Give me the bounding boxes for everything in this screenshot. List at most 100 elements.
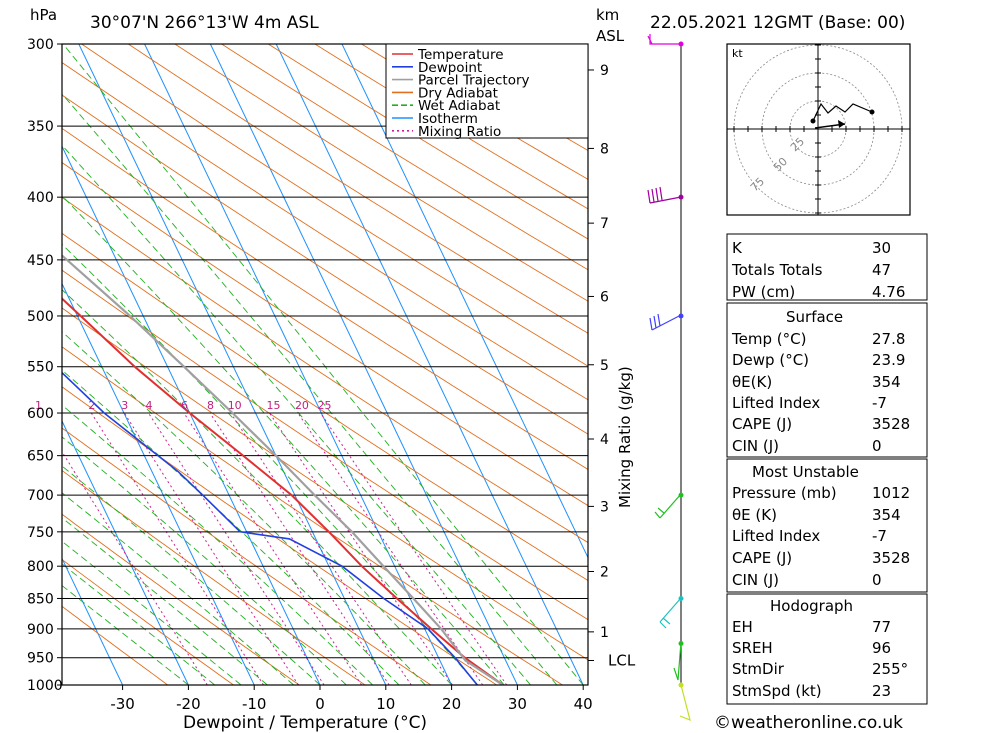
unstable-cin-value: 0 [872, 571, 882, 589]
temp-tick-label: 20 [442, 695, 461, 713]
mixing-ratio-label: 1 [35, 399, 42, 412]
unstable-cape-value: 3528 [872, 549, 910, 567]
surface-temp-label: Temp (°C) [731, 330, 806, 348]
wet-adiabat-line [62, 289, 452, 685]
unstable-thetae-value: 354 [872, 506, 901, 524]
mixing-ratio-label: 6 [181, 399, 188, 412]
unstable-cin-label: CIN (J) [732, 571, 779, 589]
dry-adiabat-line [62, 469, 366, 685]
pw-value: 4.76 [872, 283, 905, 301]
unstable-li-value: -7 [872, 527, 887, 545]
temp-tick-label: 40 [574, 695, 593, 713]
pressure-tick-label: 750 [27, 525, 54, 541]
hpa-label: hPa [30, 6, 57, 24]
pressure-tick-label: 650 [27, 449, 54, 465]
k-value: 30 [872, 239, 891, 257]
dry-adiabat-line [62, 513, 300, 685]
indices-table: K 30 Totals Totals 47 PW (cm) 4.76 [726, 233, 928, 301]
dry-adiabat-line [62, 605, 168, 685]
dry-adiabat-line [62, 196, 588, 544]
series-temperature [62, 297, 504, 685]
km-tick-label: 1 [600, 625, 609, 641]
wet-adiabat-line [62, 404, 373, 685]
mixing-ratio-label: 15 [267, 399, 281, 412]
x-axis-label: Dewpoint / Temperature (°C) [183, 713, 427, 733]
legend-label: Dry Adiabat [418, 85, 498, 101]
temp-tick-label: 30 [508, 695, 527, 713]
mixing-ratio-line [148, 412, 325, 685]
km-tick-label: 3 [600, 499, 609, 515]
km-tick-label: 2 [600, 564, 609, 580]
km-tick-label: 6 [600, 289, 609, 305]
legend-label: Temperature [417, 47, 504, 63]
mixing-ratio-axis-label: Mixing Ratio (g/kg) [616, 366, 634, 508]
legend-label: Isotherm [418, 111, 478, 127]
wet-adiabat-line [62, 369, 400, 685]
hodograph-point [869, 109, 875, 115]
isotherm-line [275, 44, 584, 685]
isotherm-line [341, 44, 588, 559]
temp-tick-label: -10 [242, 695, 267, 713]
pressure-tick-label: 450 [27, 253, 54, 269]
asl-label: ASL [596, 27, 625, 45]
surface-table: Surface Temp (°C) 27.8 Dewp (°C) 23.9 θE… [726, 302, 928, 458]
wet-adiabat-line [62, 465, 321, 685]
mixing-ratio-line [62, 450, 208, 685]
tt-value: 47 [872, 261, 891, 279]
unstable-pres-label: Pressure (mb) [732, 484, 837, 502]
legend-label: Dewpoint [418, 60, 482, 76]
hodo-eh-label: EH [732, 618, 753, 636]
mixing-ratio-line [320, 412, 508, 685]
pressure-tick-label: 800 [27, 559, 54, 575]
pressure-tick-label: 400 [27, 190, 54, 206]
pressure-tick-label: 950 [27, 651, 54, 667]
dry-adiabat-line [62, 62, 588, 401]
hodograph-point [810, 118, 816, 124]
sounding-lines [62, 254, 504, 685]
wet-adiabat-line [62, 243, 479, 685]
mixing-ratio-label: 2 [88, 399, 95, 412]
wet-adiabat-line [62, 492, 294, 685]
hodo-sreh-value: 96 [872, 639, 891, 657]
surface-dewp-value: 23.9 [872, 351, 905, 369]
series-parcel-trajectory [62, 254, 504, 685]
pressure-tick-label: 700 [27, 488, 54, 504]
mixing-ratio-label: 8 [207, 399, 214, 412]
hodograph-table: Hodograph EH 77 SREH 96 StmDir 255° StmS… [726, 593, 928, 705]
wind-barb [647, 186, 682, 204]
km-tick-label: 8 [600, 141, 609, 157]
mixing-ratio-label: 3 [121, 399, 128, 412]
most-unstable-table: Most Unstable Pressure (mb) 1012 θE (K) … [726, 458, 928, 593]
wet-adiabat-line [62, 44, 584, 685]
surface-dewp-label: Dewp (°C) [732, 351, 809, 369]
isotherm-line [78, 44, 387, 685]
km-label: km [596, 6, 619, 24]
mixing-ratio-label: 10 [228, 399, 242, 412]
pressure-tick-label: 350 [27, 119, 54, 135]
dry-adiabat-line [62, 346, 563, 685]
k-label: K [732, 239, 743, 257]
mixing-ratio-line [209, 412, 390, 685]
wind-barbs [647, 34, 691, 721]
unstable-cape-label: CAPE (J) [732, 549, 792, 567]
wet-adiabat-line [62, 195, 505, 685]
hodograph-trace [812, 102, 873, 122]
isotherm-line [62, 282, 255, 685]
wind-barb-dot [678, 313, 684, 319]
dry-adiabat-line [221, 44, 588, 271]
temp-tick-label: -30 [110, 695, 135, 713]
axes: 1 2 3 4 6 8 10 15 20 2530035040045050055060065070… [27, 37, 636, 713]
hodo-stmdir-label: StmDir [732, 660, 785, 678]
hodograph-unit: kt [732, 47, 743, 60]
dry-adiabat-line [62, 427, 432, 685]
location-title: 30°07'N 266°13'W 4m ASL [90, 13, 319, 33]
km-tick-label: 5 [600, 358, 609, 374]
km-tick-label: 4 [600, 432, 609, 448]
surface-li-value: -7 [872, 394, 887, 412]
wet-adiabat-line [62, 331, 426, 685]
wet-adiabat-line [62, 540, 242, 685]
wind-barb [679, 684, 691, 721]
wet-adiabat-line [62, 563, 215, 685]
